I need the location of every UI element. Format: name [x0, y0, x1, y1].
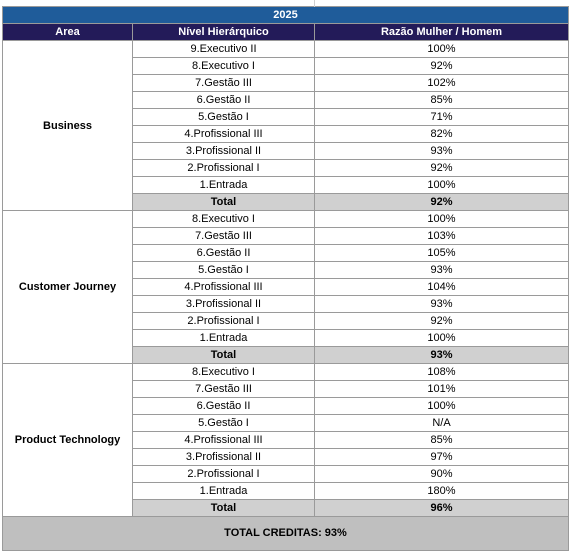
grand-total-row: TOTAL CREDITAS: 93% — [2, 516, 569, 551]
ratio-cell: 97% — [314, 448, 569, 466]
level-cell: 5.Gestão I — [132, 261, 315, 279]
level-cell: 1.Entrada — [132, 176, 315, 194]
level-cell: 7.Gestão III — [132, 380, 315, 398]
total-value-cell: 93% — [314, 346, 569, 364]
table-row: Business 9.Executivo II 100% — [2, 40, 569, 211]
year-row: 2025 — [2, 6, 569, 24]
ratio-cell: N/A — [314, 414, 569, 432]
ratio-cell: 92% — [314, 159, 569, 177]
ratio-cell: 100% — [314, 210, 569, 228]
level-cell: 2.Profissional I — [132, 465, 315, 483]
area-name-cell: Product Technology — [2, 363, 133, 517]
ratio-cell: 100% — [314, 176, 569, 194]
level-cell: 4.Profissional III — [132, 278, 315, 296]
level-cell: 5.Gestão I — [132, 414, 315, 432]
table-row: 1.Entrada 100% — [3, 329, 569, 347]
level-cell: 3.Profissional II — [132, 295, 315, 313]
level-cell: 5.Gestão I — [132, 108, 315, 126]
table-row: Customer Journey 8.Executivo I 100% — [2, 210, 569, 364]
level-cell: 4.Profissional III — [132, 431, 315, 449]
level-cell: 6.Gestão II — [132, 244, 315, 262]
ratio-column-header: Razão Mulher / Homem — [314, 23, 569, 41]
ratio-cell: 93% — [314, 261, 569, 279]
ratio-cell: 100% — [314, 397, 569, 415]
ratio-cell: 103% — [314, 227, 569, 245]
level-cell: 3.Profissional II — [132, 142, 315, 160]
ratio-cell: 180% — [314, 482, 569, 500]
total-label-cell: Total — [132, 499, 315, 517]
ratio-cell: 85% — [314, 431, 569, 449]
ratio-cell: 92% — [314, 312, 569, 330]
table-row: 7.Gestão III 101% — [3, 380, 569, 398]
level-column-header: Nível Hierárquico — [132, 23, 315, 41]
ratio-cell: 100% — [314, 329, 569, 347]
ratio-cell: 108% — [314, 363, 569, 381]
table-row: 1.Entrada 100% — [3, 176, 569, 194]
level-cell: 1.Entrada — [132, 482, 315, 500]
ratio-cell: 93% — [314, 142, 569, 160]
area-name-cell: Business — [2, 40, 133, 211]
table-row: Product Technology 8.Executivo I 108% — [2, 363, 569, 517]
table-row: 3.Profissional II 97% — [3, 448, 569, 466]
grand-total-cell: TOTAL CREDITAS: 93% — [2, 516, 569, 551]
table-row: 3.Profissional II 93% — [3, 295, 569, 313]
total-row: Total 96% — [3, 499, 569, 517]
table-row: 5.Gestão I 71% — [3, 108, 569, 126]
table-row: 2.Profissional I 92% — [3, 159, 569, 177]
level-cell: 6.Gestão II — [132, 397, 315, 415]
area-name-cell: Customer Journey — [2, 210, 133, 364]
table-row: 2.Profissional I 92% — [3, 312, 569, 330]
ratio-cell: 92% — [314, 57, 569, 75]
level-cell: 8.Executivo I — [132, 210, 315, 228]
ratio-cell: 105% — [314, 244, 569, 262]
level-cell: 8.Executivo I — [132, 57, 315, 75]
total-row: Total 93% — [3, 346, 569, 364]
total-label-cell: Total — [132, 346, 315, 364]
top-spacer-row — [3, 0, 569, 7]
ratio-cell: 90% — [314, 465, 569, 483]
total-label-cell: Total — [132, 193, 315, 211]
level-cell: 2.Profissional I — [132, 159, 315, 177]
ratio-cell: 100% — [314, 40, 569, 58]
total-value-cell: 92% — [314, 193, 569, 211]
level-cell: 8.Executivo I — [132, 363, 315, 381]
ratio-cell: 85% — [314, 91, 569, 109]
level-cell: 7.Gestão III — [132, 227, 315, 245]
column-header-row: Area Nível Hierárquico Razão Mulher / Ho… — [2, 23, 569, 41]
level-cell: 1.Entrada — [132, 329, 315, 347]
level-cell: 4.Profissional III — [132, 125, 315, 143]
level-cell: 7.Gestão III — [132, 74, 315, 92]
table-row: 3.Profissional II 93% — [3, 142, 569, 160]
ratio-cell: 104% — [314, 278, 569, 296]
total-value-cell: 96% — [314, 499, 569, 517]
ratio-cell: 101% — [314, 380, 569, 398]
ratio-cell: 82% — [314, 125, 569, 143]
level-cell: 3.Profissional II — [132, 448, 315, 466]
ratio-cell: 102% — [314, 74, 569, 92]
table-row: 4.Profissional III 104% — [3, 278, 569, 296]
ratio-cell: 93% — [314, 295, 569, 313]
ratio-cell: 71% — [314, 108, 569, 126]
table-row: 6.Gestão II 100% — [3, 397, 569, 415]
table-row: 7.Gestão III 102% — [3, 74, 569, 92]
year-header: 2025 — [2, 6, 569, 24]
area-column-header: Area — [2, 23, 133, 41]
level-cell: 6.Gestão II — [132, 91, 315, 109]
level-cell: 9.Executivo II — [132, 40, 315, 58]
table-row: 1.Entrada 180% — [3, 482, 569, 500]
level-cell: 2.Profissional I — [132, 312, 315, 330]
